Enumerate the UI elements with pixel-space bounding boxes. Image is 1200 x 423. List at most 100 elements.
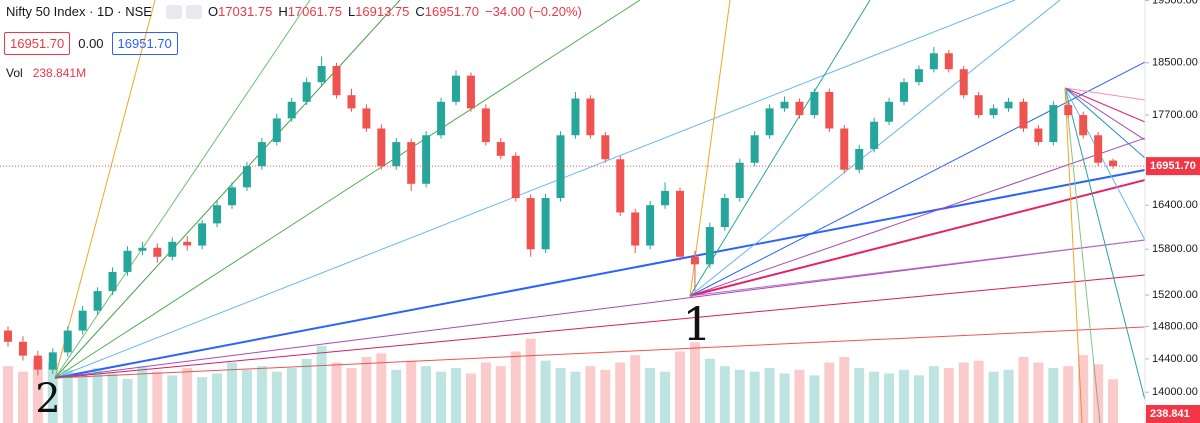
y-tick-label: 16400.00	[1152, 199, 1198, 211]
volume-bar	[256, 366, 267, 423]
volume-bar	[839, 357, 850, 423]
last-price-badge	[1146, 157, 1200, 176]
candle-body	[989, 108, 998, 116]
volume-bar	[227, 362, 237, 423]
candle-body	[1034, 128, 1043, 143]
volume-bar	[973, 360, 984, 423]
volume-bar	[869, 371, 880, 423]
candle-body	[198, 223, 207, 246]
candle-body	[676, 190, 684, 257]
candle-body	[601, 135, 610, 160]
candle-body	[795, 101, 804, 116]
volume-bar	[570, 371, 581, 423]
candle-body	[974, 95, 983, 116]
volume-bar	[17, 371, 28, 423]
volume-bar	[480, 362, 491, 423]
volume-bar	[779, 373, 790, 423]
volume-bar	[376, 353, 387, 423]
icon[interactable]	[165, 4, 182, 19]
drawing-tools	[54, 0, 1146, 423]
volume-bar	[764, 368, 775, 423]
fan-line	[1064, 87, 1146, 101]
volume-legend: Vol 238.841M	[6, 66, 86, 80]
volume-bar	[899, 369, 909, 423]
candle-body	[586, 98, 595, 136]
fan-line	[1064, 87, 1101, 423]
volume-bar	[854, 368, 865, 423]
candle-body	[228, 187, 236, 206]
annotation: 1	[682, 297, 711, 351]
candle-body	[407, 142, 416, 184]
volume-bar	[510, 351, 521, 423]
candle-body	[362, 108, 371, 129]
candle-body	[452, 75, 460, 102]
y-tick-label: 19500.00	[1152, 0, 1198, 7]
symbol-title: Nifty 50 Index · 1D · NSE	[6, 4, 152, 19]
volume-bar	[122, 379, 133, 423]
candle-body	[780, 101, 789, 109]
volume-bar	[540, 360, 551, 423]
candle-body	[466, 75, 475, 109]
candle-body	[885, 101, 894, 122]
candle-body	[765, 108, 774, 136]
volume-bar	[3, 366, 13, 423]
volume-bar	[749, 371, 760, 423]
volume-bar	[47, 362, 58, 423]
candle-body	[690, 256, 699, 265]
volume-bar	[1003, 369, 1014, 423]
ask[interactable]: 16951.70	[111, 32, 178, 55]
candle-body	[272, 118, 281, 143]
volume-bar	[943, 368, 954, 423]
volume-bar	[107, 373, 118, 423]
change: −34.00 (−0.20%)	[485, 4, 582, 19]
candles	[0, 46, 1145, 376]
candle-body	[496, 142, 505, 156]
candle-body	[168, 241, 177, 257]
legend-icons[interactable]	[165, 4, 202, 19]
volume-pane	[3, 338, 1119, 423]
candle-body	[511, 155, 520, 199]
candle-body	[750, 135, 759, 163]
ohlc-key: O	[207, 4, 219, 19]
candle-body	[377, 128, 386, 167]
price-axis: 19500.00 18500.00 17700.00 16400.00 15800.00…	[1144, 0, 1200, 423]
volume-bar	[212, 373, 223, 423]
volume-bar	[1033, 362, 1044, 423]
candle-body	[900, 82, 908, 102]
spread: 0.00	[78, 36, 104, 51]
candle-body	[720, 198, 729, 228]
volume-bar	[809, 375, 820, 423]
candle-body	[1004, 101, 1013, 109]
volume-bar	[794, 369, 805, 423]
volume-bar	[465, 373, 476, 423]
y-tick-label: 15200.00	[1152, 289, 1198, 301]
volume-bar	[286, 368, 297, 423]
volume-bar	[1048, 368, 1059, 423]
candle-body	[735, 162, 744, 199]
volume-bar	[675, 351, 685, 423]
annotations: 12	[35, 297, 711, 422]
bid[interactable]: 16951.70	[4, 32, 71, 55]
candle-body	[1019, 101, 1028, 129]
candle-body	[526, 198, 535, 250]
candle-body	[18, 341, 27, 356]
volume-bar	[958, 362, 969, 423]
fan-line	[54, 239, 1146, 379]
candle-body	[78, 310, 87, 331]
candle-body	[302, 82, 311, 102]
last-price-label: 16951.70	[1150, 160, 1196, 172]
fan-line	[54, 274, 1146, 379]
fan-line	[1064, 87, 1083, 423]
candle-body	[332, 66, 341, 96]
candle-body	[422, 135, 431, 184]
volume-title: Vol	[6, 66, 23, 80]
volume-bar	[689, 342, 700, 423]
candle-body	[1109, 160, 1118, 167]
volume-bar	[555, 368, 566, 423]
icon[interactable]	[185, 4, 202, 19]
candle-body	[661, 190, 670, 206]
y-tick-label: 14400.00	[1152, 353, 1198, 365]
candle-body	[347, 95, 356, 109]
